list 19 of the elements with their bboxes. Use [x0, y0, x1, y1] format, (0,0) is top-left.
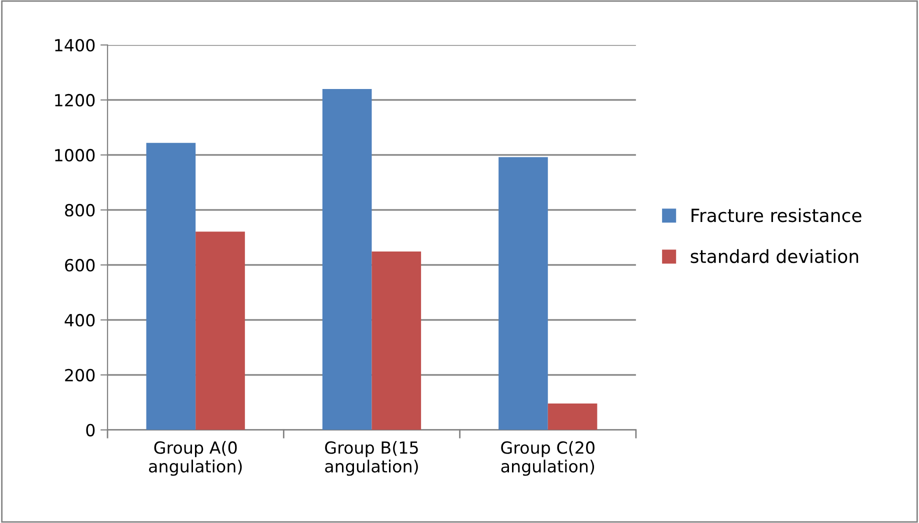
x-tick-label: Group B(15 angulation) [325, 441, 418, 476]
y-tick-label: 600 [65, 258, 95, 272]
y-tick-label: 1200 [55, 94, 95, 107]
bar [322, 88, 372, 430]
y-tick-label: 0 [86, 424, 95, 436]
y-tick-label: 200 [65, 368, 95, 382]
bar [548, 404, 598, 430]
legend-label: Fracture resistance [692, 208, 862, 222]
y-tick-label: 400 [64, 314, 95, 326]
x-tick-label: Group A(0 angulation) [149, 441, 242, 476]
y-tick-label: 1400 [55, 38, 95, 52]
legend-label: standard deviation [690, 249, 858, 264]
bar [196, 232, 245, 430]
bar [372, 251, 422, 430]
y-tick-label: 800 [65, 204, 95, 217]
y-tick-label: 1000 [55, 148, 95, 162]
bar [498, 157, 548, 430]
x-tick-label: Group C(20 angulation) [501, 441, 594, 476]
bar [146, 142, 196, 430]
